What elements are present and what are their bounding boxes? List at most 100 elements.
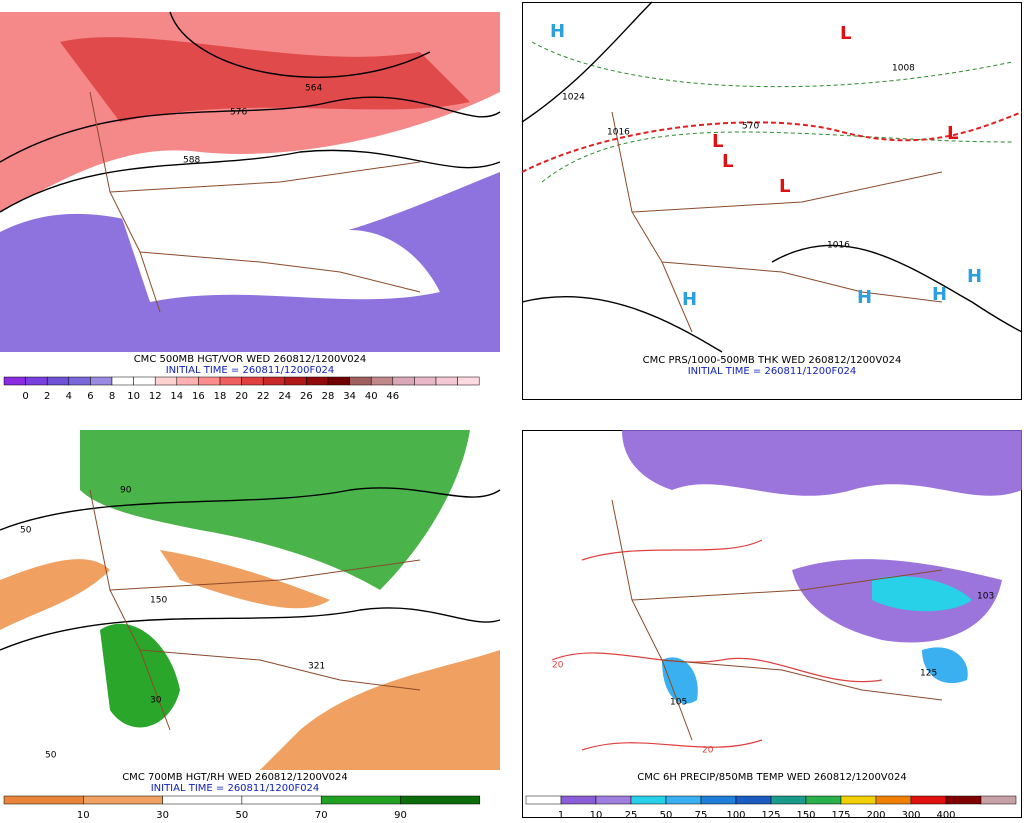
map-label: 1008	[892, 64, 915, 74]
colorbar-label: 125	[761, 810, 780, 819]
contour	[0, 149, 501, 213]
panel-border	[522, 2, 1022, 400]
colorbar-box	[595, 795, 632, 805]
borders	[611, 111, 943, 333]
colorbar-box	[284, 376, 307, 386]
vort-red	[60, 37, 470, 123]
colorbar-box	[198, 376, 221, 386]
colorbar-label: 70	[315, 810, 328, 819]
colorbar-label: 40	[365, 391, 378, 402]
map-label: 105	[670, 698, 687, 708]
map-label: 576	[230, 108, 247, 118]
high: H	[932, 284, 947, 305]
rh-green	[80, 430, 470, 590]
map-label: 50	[20, 526, 32, 536]
panel-precip: 20 20 105 103 125 CMC 6H PRECIP/850MB TE…	[522, 430, 1022, 821]
rh-orange	[0, 559, 110, 630]
colorbar-label: 1	[558, 810, 564, 819]
contour	[169, 11, 431, 78]
vort-white	[120, 207, 440, 302]
colorbar-box	[735, 795, 772, 805]
colorbar-box	[980, 795, 1017, 805]
colorbar-box	[176, 376, 199, 386]
panel-vorticity: 564 576 588 CMC 500MB HGT/VOR WED 260812…	[0, 11, 501, 402]
colorbar-box	[392, 376, 415, 386]
colorbar-label: 34	[343, 391, 356, 402]
low: L	[947, 123, 958, 144]
caption: CMC PRS/1000-500MB THK WED 260812/1200V0…	[643, 355, 902, 366]
colorbar-label: 0	[22, 391, 28, 402]
map-label: 1024	[562, 93, 585, 103]
colorbar-box	[162, 795, 243, 805]
colorbar-label: 10	[77, 810, 90, 819]
low: L	[840, 23, 851, 44]
map-label: 321	[308, 662, 325, 672]
map-label: 90	[120, 486, 132, 496]
colorbar-label: 8	[109, 391, 115, 402]
colorbar-box	[910, 795, 947, 805]
colorbar-box	[327, 376, 350, 386]
low: L	[722, 151, 733, 172]
rh-green	[100, 623, 180, 728]
contour	[0, 487, 501, 651]
colorbar-label: 6	[87, 391, 93, 402]
colorbar-box	[414, 376, 437, 386]
colorbar-box	[349, 376, 372, 386]
thickness	[531, 41, 1013, 88]
contour	[0, 96, 501, 163]
map-label: 570	[742, 122, 759, 132]
colorbar-label: 30	[156, 810, 169, 819]
colorbar-label: 14	[170, 391, 183, 402]
colorbar-box	[154, 376, 178, 386]
map-label: 150	[150, 596, 167, 606]
colorbar-label: 175	[831, 810, 850, 819]
caption: CMC 6H PRECIP/850MB TEMP WED 260812/1200…	[637, 772, 906, 783]
colorbar-label: 400	[936, 810, 955, 819]
precip-cyan	[872, 576, 972, 612]
colorbar-label: 46	[386, 391, 399, 402]
borders	[89, 91, 421, 313]
colorbar-box	[90, 376, 113, 386]
panel-pressure: 1024 1016 1008 1016 570 H H H H H L L L …	[521, 1, 1023, 400]
colorbar-box	[560, 795, 597, 805]
thickness-570	[521, 111, 1023, 173]
colorbar-box	[435, 376, 458, 386]
high: H	[857, 287, 872, 308]
colorbar-label: 25	[625, 810, 638, 819]
colorbar-box	[111, 376, 134, 386]
colorbar-label: 50	[236, 810, 249, 819]
colorbar-box	[46, 376, 70, 386]
colorbar-label: 300	[901, 810, 920, 819]
colorbar-box	[805, 795, 842, 805]
map-label: 50	[45, 751, 57, 761]
map-label: 20	[552, 661, 564, 671]
colorbar-box	[770, 795, 807, 805]
colorbar-label: 22	[257, 391, 270, 402]
colorbar-box	[83, 795, 163, 805]
colorbar-label: 200	[866, 810, 885, 819]
rh-orange	[160, 550, 330, 609]
isobar	[521, 1, 1023, 353]
colorbar-label: 2	[44, 391, 50, 402]
colorbar-label: 10	[590, 810, 603, 819]
colorbar-box	[370, 376, 394, 386]
colorbar-label: 4	[66, 391, 72, 402]
map-label: 125	[920, 669, 937, 679]
map-label: 30	[150, 696, 162, 706]
colorbar-box	[241, 376, 264, 386]
map-label: 1016	[607, 128, 630, 138]
colorbar-label: 100	[726, 810, 745, 819]
colorbar-box	[3, 376, 26, 386]
high: H	[967, 266, 982, 287]
colorbar-label: 24	[278, 391, 291, 402]
colorbar-label: 50	[660, 810, 673, 819]
colorbar-label: 90	[394, 810, 407, 819]
colorbar-box	[457, 376, 480, 386]
colorbar-box	[875, 795, 912, 805]
precip-blue	[922, 647, 968, 684]
colorbar-box	[700, 795, 737, 805]
colorbar-box	[133, 376, 156, 386]
thickness	[541, 131, 1013, 183]
high: H	[682, 289, 697, 310]
colorbar: 0 2 4 6 8 10 12 14 16 18 20 22 24 26 28 34 40 46	[3, 376, 480, 402]
